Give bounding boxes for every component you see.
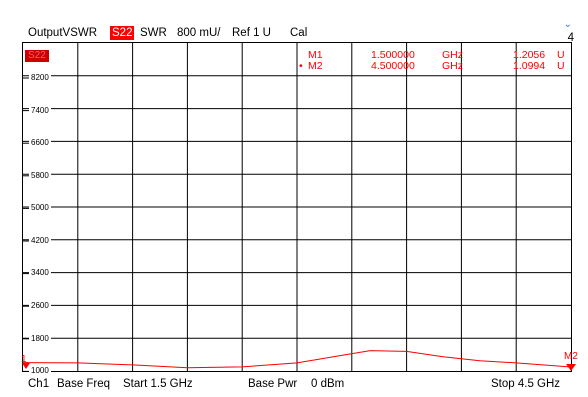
scale-label: 800 mU/ bbox=[177, 27, 221, 39]
y-tick-label: 1800 bbox=[29, 334, 51, 344]
y-tick-label: 3400 bbox=[29, 268, 51, 278]
channel-label[interactable]: Ch1 bbox=[28, 378, 50, 390]
marker-frequency-unit: GHz bbox=[442, 49, 463, 61]
chevron-down-icon[interactable]: ⌄ bbox=[563, 19, 572, 30]
y-ticks bbox=[23, 77, 29, 372]
status-footer: Ch1 Base Freq Start 1.5 GHz Base Pwr 0 d… bbox=[0, 374, 588, 394]
format-label: SWR bbox=[140, 27, 167, 39]
channel-number: 4 bbox=[567, 32, 574, 44]
marker-value-unit: U bbox=[557, 60, 565, 72]
y-tick-label: 6600 bbox=[29, 138, 51, 148]
cal-status: Cal bbox=[290, 27, 308, 39]
marker-value: 1.0994 bbox=[513, 60, 546, 72]
marker-name: M2 bbox=[308, 60, 323, 72]
marker-value: 1.2056 bbox=[513, 49, 546, 61]
grid bbox=[23, 43, 571, 371]
marker-frequency: 1.500000 bbox=[371, 49, 415, 61]
sweep-mode-label: Base Freq bbox=[57, 378, 111, 390]
power-level[interactable]: 0 dBm bbox=[311, 378, 345, 390]
reference-label: Ref 1 U bbox=[232, 27, 271, 39]
marker-2-flag-label: M2 bbox=[564, 351, 578, 362]
y-tick-label: 5000 bbox=[29, 203, 51, 213]
marker-1-flag[interactable]: 1 bbox=[21, 354, 30, 369]
stop-frequency[interactable]: Stop 4.5 GHz bbox=[491, 378, 561, 390]
start-frequency[interactable]: Start 1.5 GHz bbox=[123, 378, 193, 390]
y-tick-label: 5800 bbox=[29, 171, 51, 181]
y-tick-label: 1000 bbox=[29, 366, 51, 376]
marker-1-flag-label: 1 bbox=[21, 354, 27, 365]
power-mode-label: Base Pwr bbox=[248, 378, 298, 390]
y-tick-label: 4200 bbox=[29, 236, 51, 246]
trace-line bbox=[22, 350, 572, 369]
s-parameter-badge[interactable]: S22 bbox=[110, 26, 135, 40]
marker-2-flag[interactable]: M2 bbox=[564, 351, 578, 371]
y-tick-label: 7400 bbox=[29, 106, 51, 116]
y-tick-label: 8200 bbox=[29, 73, 51, 83]
y-tick-label: 2600 bbox=[29, 301, 51, 311]
trace-header: OutputVSWR S22 SWR 800 mU/ Ref 1 U Cal ⌄… bbox=[22, 19, 574, 44]
active-marker-dot-icon: • bbox=[299, 60, 303, 72]
marker-value-unit: U bbox=[557, 49, 565, 61]
trace-tag[interactable]: S22 bbox=[25, 50, 49, 62]
marker-frequency-unit: GHz bbox=[442, 60, 463, 72]
marker-1-triangle[interactable] bbox=[22, 363, 30, 369]
marker-2-triangle[interactable] bbox=[566, 364, 576, 371]
measurement-title: OutputVSWR bbox=[28, 27, 98, 39]
marker-frequency: 4.500000 bbox=[371, 60, 415, 72]
marker-name: M1 bbox=[308, 49, 323, 61]
